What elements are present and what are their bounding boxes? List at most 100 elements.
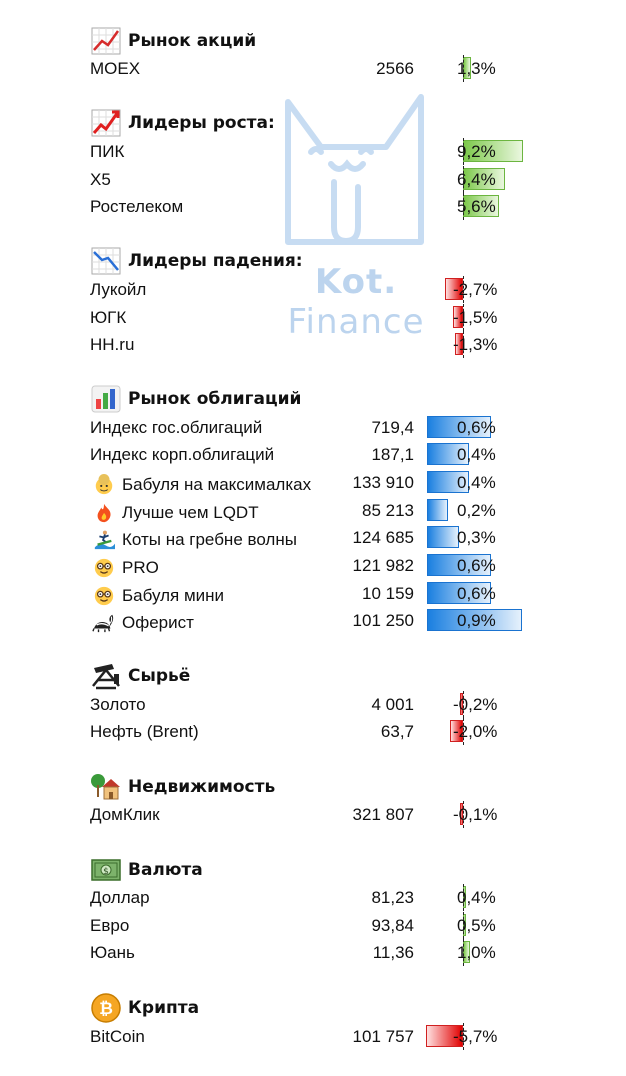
change-bar — [427, 471, 470, 493]
row-name-text: ДомКлик — [90, 805, 160, 824]
change-bar — [427, 582, 491, 604]
section-label: Крипта — [128, 998, 200, 1018]
row-change-percent: 9,2% — [457, 142, 496, 161]
change-bar — [450, 720, 463, 742]
zero-axis — [463, 331, 464, 358]
row-name: PRO — [90, 556, 159, 580]
row-name-text: Лукойл — [90, 280, 147, 299]
change-bar — [460, 693, 463, 715]
row-change-percent: 0,5% — [457, 916, 496, 935]
skunk-icon — [91, 612, 117, 634]
row-value: 93,84 — [371, 916, 414, 935]
list-item: ЮГК -1,5% — [0, 304, 626, 331]
row-change-percent: 0,4% — [457, 445, 496, 464]
row-name: Юань — [90, 943, 135, 963]
row-change-percent: 0,2% — [457, 501, 496, 520]
section-icon — [90, 854, 122, 886]
zero-axis — [463, 718, 464, 745]
row-change-percent: 1,3% — [457, 59, 496, 78]
list-item: Индекс корп.облигаций 187,1 0,4% — [0, 441, 626, 468]
change-bar — [460, 803, 463, 825]
section-title-commodities: Сырьё — [90, 659, 190, 693]
section-label: Недвижимость — [128, 777, 276, 797]
section-title-bonds: Рынок облигаций — [90, 382, 301, 416]
section-label: Рынок акций — [128, 31, 257, 51]
row-value: 719,4 — [371, 418, 414, 437]
row-value: 4 001 — [371, 695, 414, 714]
row-name: ПИК — [90, 142, 124, 162]
list-item: ДомКлик 321 807 -0,1% — [0, 801, 626, 828]
list-item: Коты на гребне волны 124 685 0,3% — [0, 524, 626, 551]
house-icon — [90, 771, 122, 803]
surfer-icon — [91, 529, 117, 551]
list-item: Евро 93,84 0,5% — [0, 912, 626, 939]
row-icon-wrap — [90, 473, 118, 497]
row-name: ДомКлик — [90, 805, 160, 825]
row-change-percent: 5,6% — [457, 197, 496, 216]
section-title-realty: Недвижимость — [90, 770, 275, 804]
nerd-face-icon — [91, 585, 117, 607]
zero-axis — [463, 193, 464, 220]
zero-axis — [463, 55, 464, 82]
zero-axis — [463, 304, 464, 331]
list-item: PRO 121 982 0,6% — [0, 552, 626, 579]
row-name-text: Индекс корп.облигаций — [90, 445, 275, 464]
section-title-fx: Валюта — [90, 853, 203, 887]
row-change-percent: -2,0% — [453, 722, 498, 741]
list-item: Нефть (Brent) 63,7 -2,0% — [0, 718, 626, 745]
list-item: HH.ru -1,3% — [0, 331, 626, 358]
section-title-stocks: Рынок акций — [90, 24, 256, 58]
row-name-text: Индекс гос.облигаций — [90, 418, 263, 437]
list-item: MOEX 2566 1,3% — [0, 55, 626, 82]
row-value: 133 910 — [352, 473, 414, 492]
row-name-text: Нефть (Brent) — [90, 722, 199, 741]
row-change-percent: 0,4% — [457, 888, 496, 907]
section-title-gainers: Лидеры роста: — [90, 106, 275, 140]
list-item: Оферист 101 250 0,9% — [0, 607, 626, 634]
list-item: Лукойл -2,7% — [0, 276, 626, 303]
change-bar — [427, 416, 491, 438]
change-bar — [427, 443, 470, 465]
list-item: Юань 11,36 1,0% — [0, 939, 626, 966]
section-icon — [90, 245, 122, 277]
zero-axis — [463, 939, 464, 966]
banknote-icon — [90, 854, 122, 886]
row-change-percent: 0,6% — [457, 584, 496, 603]
row-change-percent: 0,6% — [457, 418, 496, 437]
section-icon — [90, 771, 122, 803]
row-icon-wrap — [90, 584, 118, 608]
section-icon — [90, 992, 122, 1024]
section-label: Лидеры падения: — [128, 251, 303, 271]
row-change-percent: 0,4% — [457, 473, 496, 492]
zero-axis — [463, 691, 464, 718]
section-icon — [90, 660, 122, 692]
change-bar — [427, 609, 523, 631]
row-icon-wrap — [90, 501, 118, 525]
row-name: Лучше чем LQDT — [90, 501, 259, 525]
row-value: 101 250 — [352, 611, 414, 630]
row-name: Бабуля на максималках — [90, 473, 311, 497]
list-item: BitCoin 101 757 -5,7% — [0, 1023, 626, 1050]
row-change-percent: 1,0% — [457, 943, 496, 962]
row-value: 11,36 — [372, 943, 414, 962]
change-bar — [445, 278, 463, 300]
row-value: 2566 — [376, 59, 414, 78]
row-value: 187,1 — [371, 445, 414, 464]
row-name-text: BitCoin — [90, 1027, 145, 1046]
row-name-text: ЮГК — [90, 308, 127, 327]
change-bar — [427, 526, 459, 548]
list-item: Золото 4 001 -0,2% — [0, 691, 626, 718]
section-title-losers: Лидеры падения: — [90, 244, 303, 278]
section-label: Рынок облигаций — [128, 389, 302, 409]
row-change-percent: 0,3% — [457, 528, 496, 547]
row-name-text: Доллар — [90, 888, 150, 907]
row-name: Лукойл — [90, 280, 146, 300]
change-bar — [454, 333, 463, 355]
row-name: Коты на гребне волны — [90, 528, 297, 552]
nerd-face-icon — [91, 557, 117, 579]
row-value: 63,7 — [380, 722, 414, 741]
zero-axis — [463, 138, 464, 165]
zero-axis — [463, 276, 464, 303]
row-name: Золото — [90, 695, 146, 715]
change-bar — [453, 306, 463, 328]
